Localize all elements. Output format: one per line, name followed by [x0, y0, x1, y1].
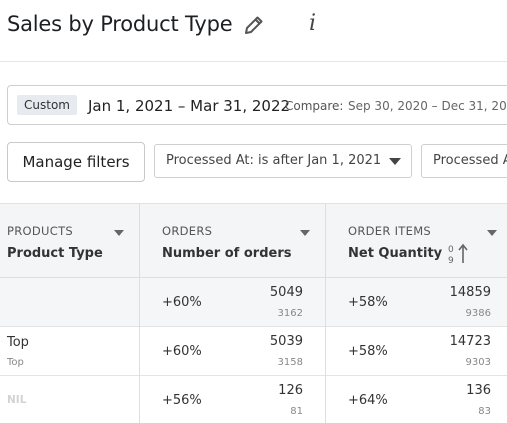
svg-text:9: 9 — [448, 256, 454, 266]
column-menu-caret-icon[interactable] — [487, 230, 497, 236]
info-icon[interactable]: i — [309, 11, 317, 36]
column-header-number-of-orders[interactable]: Number of orders — [162, 246, 292, 261]
manage-filters-button[interactable]: Manage filters — [7, 142, 145, 182]
report-header: Sales by Product Type i — [0, 0, 507, 56]
qty-change: +64% — [348, 393, 388, 408]
table-row[interactable]: Top Top +60% 5039 3158 +58% 14723 9303 — [0, 327, 507, 376]
column-category-orders: ORDERS — [162, 224, 213, 238]
range-type-badge: Custom — [17, 95, 77, 115]
column-category-products: PRODUCTS — [7, 224, 74, 238]
qty-previous: 9386 — [465, 308, 491, 319]
chevron-down-icon — [389, 158, 401, 165]
report-table: PRODUCTS Product Type ORDERS Number of o… — [0, 203, 507, 423]
orders-value: 5039 — [269, 334, 303, 349]
filter-chip-processed-at-2[interactable]: Processed At — [421, 144, 507, 178]
row-label: Top — [7, 335, 29, 350]
column-divider — [139, 203, 140, 423]
svg-text:0: 0 — [448, 245, 454, 255]
qty-value: 136 — [466, 383, 491, 398]
orders-previous: 81 — [290, 406, 303, 417]
table-row[interactable]: NIL +56% 126 81 +64% 136 83 — [0, 376, 507, 423]
qty-value: 14859 — [449, 285, 491, 300]
page-title: Sales by Product Type — [7, 12, 233, 36]
date-range-text: Jan 1, 2021 – Mar 31, 2022 — [88, 97, 291, 115]
qty-previous: 9303 — [465, 357, 491, 368]
compare-label: Compare: — [285, 99, 344, 113]
date-range-picker[interactable]: Custom Jan 1, 2021 – Mar 31, 2022 Compar… — [7, 85, 507, 125]
table-header: PRODUCTS Product Type ORDERS Number of o… — [0, 203, 507, 278]
header-divider — [0, 61, 507, 62]
column-menu-caret-icon[interactable] — [300, 230, 310, 236]
sort-numeric-ascending-icon[interactable]: 0 9 — [448, 242, 470, 266]
filter-chip-label: Processed At — [433, 153, 507, 168]
orders-change: +60% — [162, 344, 202, 359]
column-category-order-items: ORDER ITEMS — [348, 224, 432, 238]
row-sublabel: Top — [7, 357, 24, 368]
pencil-icon[interactable] — [242, 13, 266, 37]
table-row-total: +60% 5049 3162 +58% 14859 9386 — [0, 278, 507, 327]
orders-value: 126 — [278, 383, 303, 398]
compare-range-text: Sep 30, 2020 – Dec 31, 2021 — [348, 99, 507, 113]
filter-chip-processed-at[interactable]: Processed At: is after Jan 1, 2021 — [154, 144, 412, 178]
qty-previous: 83 — [478, 406, 491, 417]
orders-change: +56% — [162, 393, 202, 408]
orders-value: 5049 — [269, 285, 303, 300]
orders-previous: 3162 — [277, 308, 303, 319]
filter-chip-label: Processed At: is after Jan 1, 2021 — [166, 153, 382, 168]
orders-change: +60% — [162, 295, 202, 310]
column-menu-caret-icon[interactable] — [114, 230, 124, 236]
qty-value: 14723 — [449, 334, 491, 349]
row-label: NIL — [7, 394, 27, 406]
orders-previous: 3158 — [277, 357, 303, 368]
column-header-net-quantity[interactable]: Net Quantity — [348, 246, 443, 261]
qty-change: +58% — [348, 344, 388, 359]
qty-change: +58% — [348, 295, 388, 310]
column-divider — [325, 203, 326, 423]
column-header-product-type[interactable]: Product Type — [7, 246, 103, 261]
